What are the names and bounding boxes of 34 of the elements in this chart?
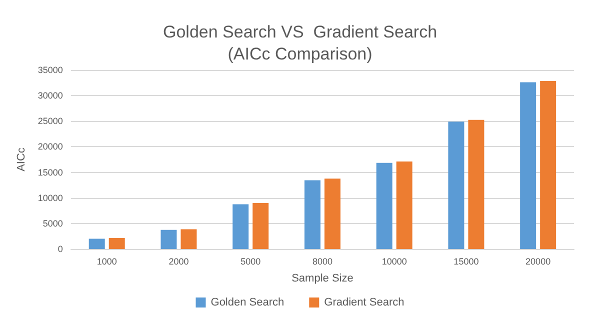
x-tick-label: 1000 — [96, 256, 117, 266]
bar — [468, 120, 484, 249]
y-tick-label: 0 — [58, 244, 63, 254]
bar — [232, 204, 249, 249]
bar — [160, 230, 177, 249]
x-tick-label: 10000 — [382, 256, 407, 266]
x-tick-label: 2000 — [168, 256, 189, 266]
x-axis-title: Sample Size — [292, 272, 354, 284]
legend-label: Gradient Search — [324, 296, 404, 308]
y-tick-label: 35000 — [38, 65, 63, 75]
y-tick-label: 25000 — [38, 116, 63, 126]
legend-label: Golden Search — [210, 296, 284, 308]
bar — [396, 162, 412, 249]
y-tick-label: 5000 — [42, 218, 63, 228]
bar — [448, 122, 464, 249]
y-tick-label: 15000 — [38, 167, 63, 178]
x-tick-label: 8000 — [312, 256, 332, 266]
bar — [108, 238, 125, 249]
chart-title: Golden Search VS Gradient Search (AICc Comparison) — [162, 22, 438, 64]
x-tick-label: 20000 — [526, 256, 551, 266]
bar — [88, 238, 105, 249]
y-axis-title: AICc — [16, 147, 28, 172]
y-tick-label: 20000 — [38, 142, 63, 152]
bar — [520, 82, 536, 249]
bar — [180, 229, 197, 249]
bar — [324, 178, 340, 249]
x-tick-label: 15000 — [454, 256, 479, 266]
bar — [304, 180, 320, 249]
bar — [376, 162, 392, 249]
bar — [540, 80, 556, 249]
bar — [252, 202, 269, 249]
y-tick-label: 30000 — [38, 90, 63, 101]
y-tick-label: 10000 — [38, 192, 63, 203]
x-tick-label: 5000 — [240, 256, 261, 266]
